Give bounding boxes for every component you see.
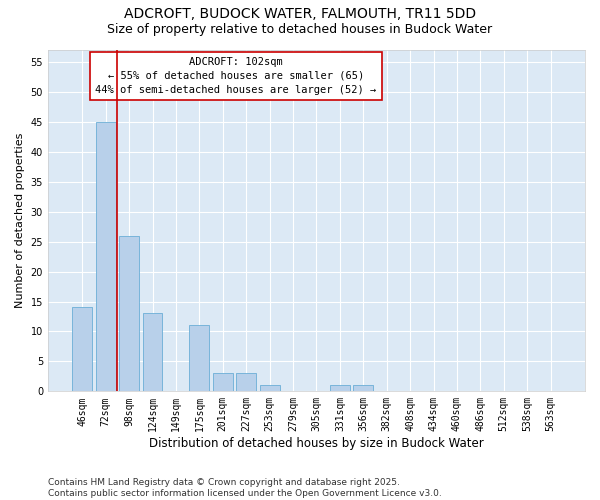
Bar — [353, 386, 373, 392]
Bar — [96, 122, 116, 392]
X-axis label: Distribution of detached houses by size in Budock Water: Distribution of detached houses by size … — [149, 437, 484, 450]
Bar — [213, 374, 233, 392]
Bar — [236, 374, 256, 392]
Bar — [190, 326, 209, 392]
Text: ADCROFT, BUDOCK WATER, FALMOUTH, TR11 5DD: ADCROFT, BUDOCK WATER, FALMOUTH, TR11 5D… — [124, 8, 476, 22]
Bar — [143, 314, 163, 392]
Text: Contains HM Land Registry data © Crown copyright and database right 2025.
Contai: Contains HM Land Registry data © Crown c… — [48, 478, 442, 498]
Bar — [260, 386, 280, 392]
Text: Size of property relative to detached houses in Budock Water: Size of property relative to detached ho… — [107, 22, 493, 36]
Text: ADCROFT: 102sqm
← 55% of detached houses are smaller (65)
44% of semi-detached h: ADCROFT: 102sqm ← 55% of detached houses… — [95, 57, 377, 95]
Y-axis label: Number of detached properties: Number of detached properties — [15, 133, 25, 308]
Bar — [119, 236, 139, 392]
Bar — [73, 308, 92, 392]
Bar — [330, 386, 350, 392]
